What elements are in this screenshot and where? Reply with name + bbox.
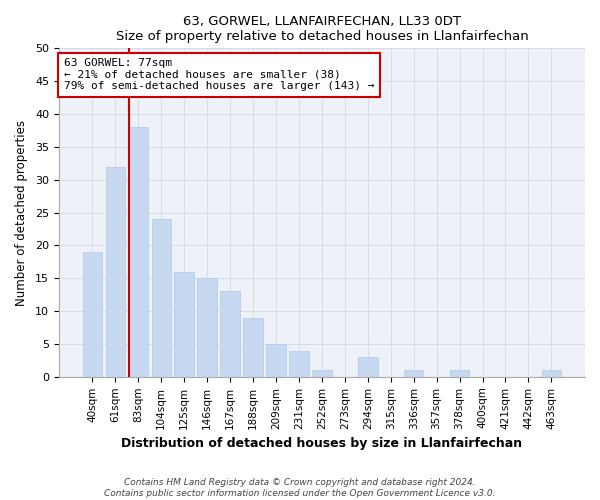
Bar <box>542 370 561 377</box>
Bar <box>289 350 309 377</box>
X-axis label: Distribution of detached houses by size in Llanfairfechan: Distribution of detached houses by size … <box>121 437 523 450</box>
Bar <box>128 127 148 377</box>
Bar <box>220 292 240 377</box>
Bar <box>83 252 102 377</box>
Bar <box>244 318 263 377</box>
Text: Contains HM Land Registry data © Crown copyright and database right 2024.
Contai: Contains HM Land Registry data © Crown c… <box>104 478 496 498</box>
Bar <box>106 166 125 377</box>
Title: 63, GORWEL, LLANFAIRFECHAN, LL33 0DT
Size of property relative to detached house: 63, GORWEL, LLANFAIRFECHAN, LL33 0DT Siz… <box>116 15 528 43</box>
Y-axis label: Number of detached properties: Number of detached properties <box>15 120 28 306</box>
Bar <box>312 370 332 377</box>
Bar <box>450 370 469 377</box>
Bar <box>175 272 194 377</box>
Bar <box>358 357 377 377</box>
Bar <box>404 370 424 377</box>
Bar <box>152 219 171 377</box>
Bar <box>197 278 217 377</box>
Bar <box>266 344 286 377</box>
Text: 63 GORWEL: 77sqm
← 21% of detached houses are smaller (38)
79% of semi-detached : 63 GORWEL: 77sqm ← 21% of detached house… <box>64 58 374 92</box>
